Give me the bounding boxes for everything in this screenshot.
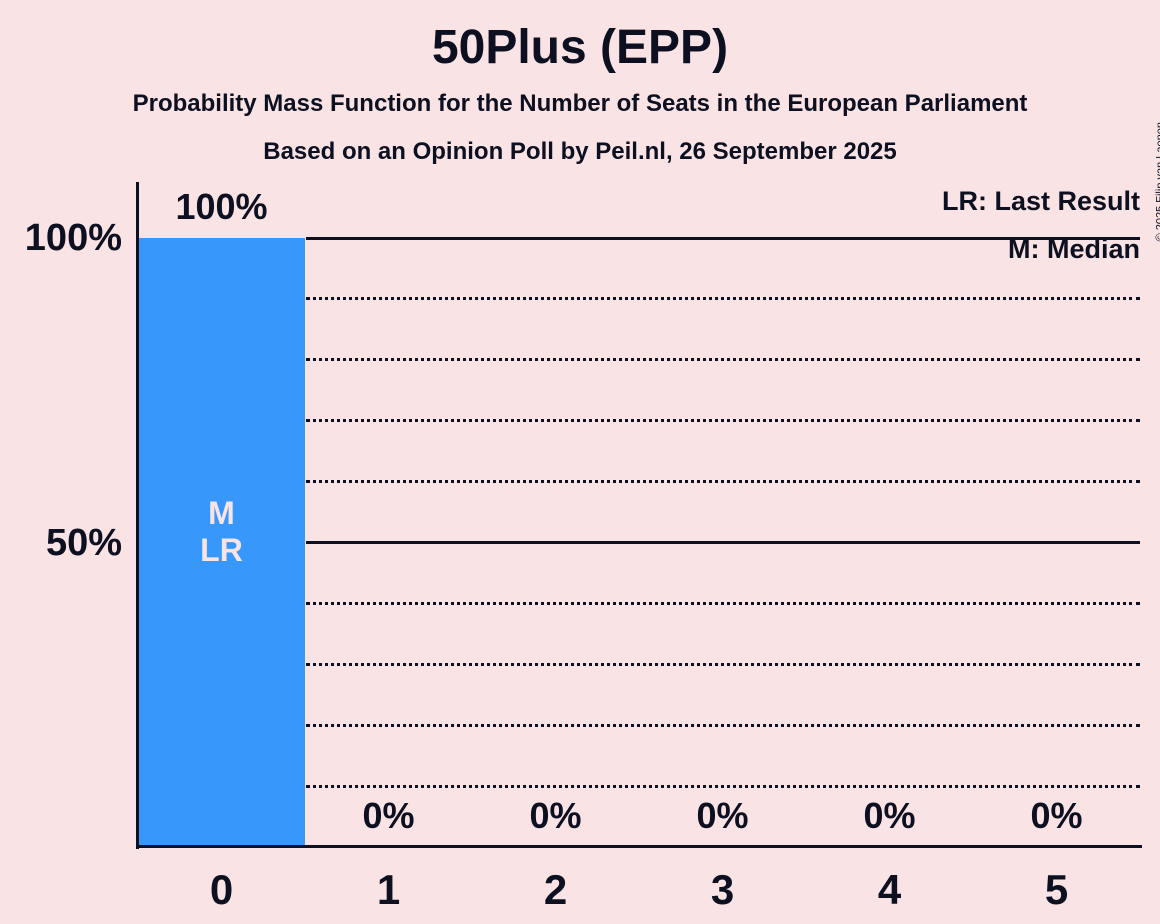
legend-last-result: LR: Last Result <box>941 186 1140 216</box>
x-tick-1: 1 <box>376 866 401 913</box>
gridline-dotted-20 <box>306 723 1140 727</box>
chart-legend: LR: Last Result M: Median <box>942 177 1140 273</box>
bar-value-label-4: 0% <box>863 795 916 836</box>
gridline-dotted-30 <box>306 662 1140 666</box>
bar-value-label-5: 0% <box>1030 795 1083 836</box>
bar-value-label-1: 0% <box>362 795 415 836</box>
bar-seats-0 <box>139 238 305 847</box>
gridline-dotted-90 <box>306 297 1140 301</box>
bar-value-label-0: 100% <box>175 186 268 227</box>
bar-value-label-2: 0% <box>529 795 582 836</box>
chart-subtitle: Probability Mass Function for the Number… <box>132 90 1028 117</box>
gridline-solid-50 <box>306 541 1140 544</box>
gridline-dotted-70 <box>306 419 1140 423</box>
x-axis <box>136 845 1142 848</box>
legend-median: M: Median <box>1008 234 1140 264</box>
gridline-solid-100 <box>306 236 1140 240</box>
y-tick-50: 50% <box>45 521 122 564</box>
x-tick-4: 4 <box>877 866 902 913</box>
gridline-dotted-60 <box>306 480 1140 484</box>
x-tick-2: 2 <box>543 866 568 913</box>
bar-annotation-m-lr: M LR <box>200 495 243 568</box>
gridline-dotted-80 <box>306 358 1140 362</box>
y-axis <box>136 182 139 849</box>
bar-value-label-3: 0% <box>696 795 749 836</box>
chart-source-line: Based on an Opinion Poll by Peil.nl, 26 … <box>263 138 897 165</box>
x-tick-0: 0 <box>209 866 234 913</box>
chart-title: 50Plus (EPP) <box>431 21 729 74</box>
x-tick-3: 3 <box>710 866 735 913</box>
y-tick-100: 100% <box>24 217 122 259</box>
x-tick-5: 5 <box>1044 866 1069 913</box>
gridline-dotted-40 <box>306 601 1140 605</box>
gridline-dotted-10 <box>306 784 1140 788</box>
